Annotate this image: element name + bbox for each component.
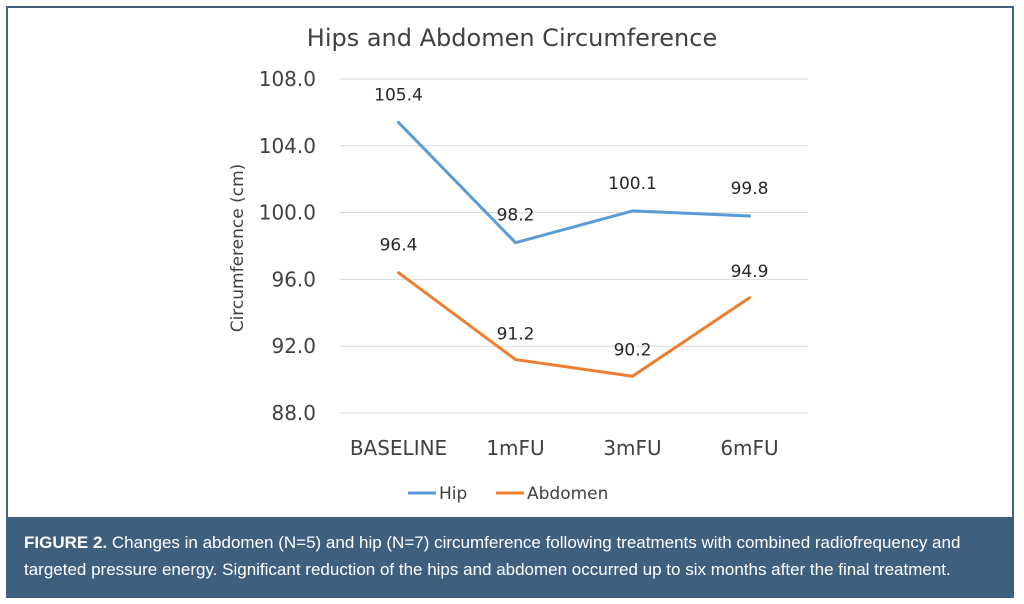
data-point: [514, 358, 517, 362]
caption-text: Changes in abdomen (N=5) and hip (N=7) c…: [24, 533, 961, 579]
data-point: [397, 271, 400, 275]
x-category-label: 1mFU: [486, 436, 544, 460]
data-point: [397, 120, 400, 124]
data-point: [514, 241, 517, 245]
x-category-label: 3mFU: [603, 436, 661, 460]
figure-frame: [6, 6, 1014, 598]
data-point: [748, 296, 751, 300]
figure-caption: FIGURE 2. Changes in abdomen (N=5) and h…: [6, 517, 1014, 598]
series-line-abdomen: [397, 271, 751, 378]
data-label: 94.9: [731, 262, 769, 282]
data-label: 105.4: [374, 85, 423, 105]
data-label: 100.1: [608, 174, 657, 194]
series-lines: [397, 120, 751, 378]
data-label: 91.2: [497, 325, 535, 345]
chart: Hips and Abdomen Circumference Circumfer…: [228, 24, 808, 504]
data-label: 98.2: [497, 206, 535, 226]
y-tick-label: 88.0: [271, 401, 316, 425]
chart-title: Hips and Abdomen Circumference: [307, 24, 717, 52]
y-tick-label: 100.0: [259, 201, 316, 225]
data-label: 99.8: [731, 179, 769, 199]
x-category-labels: BASELINE 1mFU 3mFU 6mFU: [350, 436, 779, 460]
data-label: 96.4: [380, 236, 418, 256]
data-labels: 105.4 98.2 100.1 99.8 96.4 91.2 90.2 94.9: [374, 85, 768, 360]
y-tick-labels: 88.0 92.0 96.0 100.0 104.0 108.0: [259, 67, 316, 425]
x-category-label: BASELINE: [350, 436, 447, 460]
y-tick-label: 108.0: [259, 67, 316, 91]
y-axis-label: Circumference (cm): [228, 164, 248, 333]
data-point: [631, 374, 634, 378]
legend-label: Abdomen: [527, 484, 608, 504]
y-tick-label: 104.0: [259, 134, 316, 158]
caption-label: FIGURE 2.: [24, 533, 108, 552]
data-point: [748, 214, 751, 218]
legend-label: Hip: [439, 484, 467, 504]
grid-lines: [340, 78, 808, 414]
data-point: [631, 209, 634, 213]
y-tick-label: 96.0: [271, 267, 316, 291]
series-line-hip: [397, 121, 750, 245]
x-category-label: 6mFU: [720, 436, 778, 460]
legend: Hip Abdomen: [408, 484, 608, 504]
y-tick-label: 92.0: [271, 334, 316, 358]
data-label: 90.2: [614, 340, 652, 360]
